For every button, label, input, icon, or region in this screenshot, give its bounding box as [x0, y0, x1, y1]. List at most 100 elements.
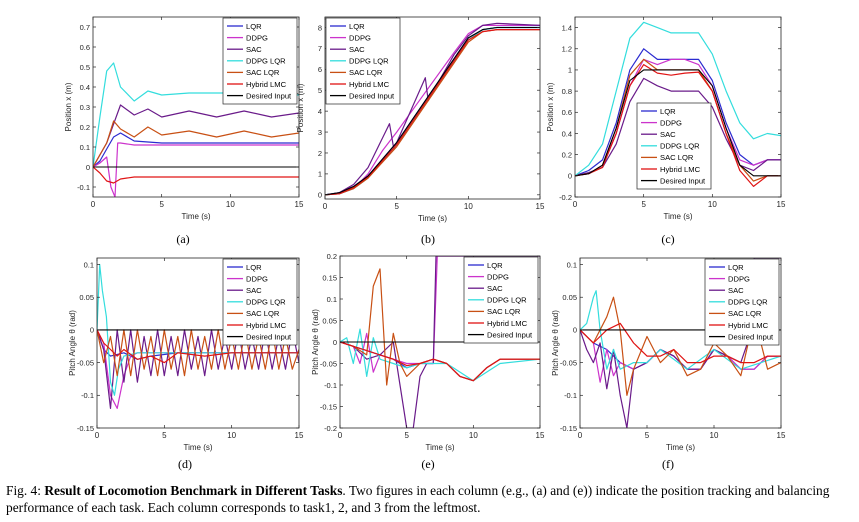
y-tick-label: -0.05 — [560, 358, 577, 367]
figure-canvas: 0 5 10 15 -0.1 0 0.1 0.2 0.3 0.4 0.5 0.6 0.7 Time (s)… — [64, 16, 786, 471]
legend: LQR DDPG SAC DDPG LQR SAC LQR Hybrid LMC Desir… — [222, 17, 298, 105]
series-line-sac — [93, 104, 299, 168]
series-group — [93, 62, 299, 197]
y-tick-label: 0 — [573, 326, 577, 335]
series-line-sac-lqr — [93, 120, 299, 168]
series-line-sac — [575, 77, 781, 177]
series-line-ddpg-lqr — [97, 263, 299, 396]
legend-entry: Desired Input — [246, 332, 292, 341]
y-tick-label: 0.7 — [80, 23, 90, 32]
x-tick-label: 10 — [227, 431, 236, 440]
x-tick-label: 10 — [464, 202, 473, 211]
series-line-hybrid-lmc — [97, 329, 299, 364]
y-tick-label: -0.2 — [324, 424, 337, 433]
y-tick-label: 0.05 — [79, 293, 94, 302]
legend: LQR DDPG SAC DDPG LQR SAC LQR Hybrid LMC Desir… — [325, 17, 401, 105]
y-tick-label: 0.2 — [327, 252, 337, 261]
x-tick-label: 5 — [404, 431, 409, 440]
x-tick-label: 10 — [469, 431, 478, 440]
caption-title: Result of Locomotion Benchmark in Differ… — [44, 483, 343, 498]
y-tick-label: 0 — [90, 326, 94, 335]
legend-entry: Desired Input — [728, 332, 774, 341]
axes-frame — [579, 257, 782, 429]
y-tick-label: 0 — [318, 191, 322, 200]
legend-entry: SAC — [660, 130, 676, 139]
y-tick-label: 0.4 — [562, 129, 572, 138]
series-line-hybrid-lmc — [575, 63, 781, 187]
y-axis-label: Position x (m) — [546, 82, 555, 131]
legend-entry: SAC — [728, 286, 744, 295]
legend-entry: SAC — [246, 45, 262, 54]
legend-entry: DDPG — [246, 274, 268, 283]
legend: LQR DDPG SAC DDPG LQR SAC LQR Hybrid LMC Desir… — [636, 102, 712, 190]
legend-entry: Hybrid LMC — [728, 321, 769, 330]
y-tick-label: 6 — [318, 65, 322, 74]
y-tick-label: 0 — [86, 163, 90, 172]
x-axis-label: Time (s) — [181, 212, 210, 221]
series-line-hybrid-lmc — [325, 29, 540, 196]
y-tick-label: 0.6 — [562, 108, 572, 117]
subfigure-label-b: (b) — [421, 232, 435, 246]
y-tick-label: 0 — [333, 338, 337, 347]
x-tick-label: 0 — [573, 200, 578, 209]
y-tick-label: -0.15 — [560, 424, 577, 433]
subfigure-label-c: (c) — [661, 232, 674, 246]
subfigure-label-e: (e) — [421, 457, 434, 471]
x-tick-label: 15 — [777, 431, 786, 440]
axes-frame — [324, 16, 541, 200]
legend-entry: DDPG — [349, 33, 371, 42]
x-tick-label: 10 — [710, 431, 719, 440]
x-tick-label: 0 — [95, 431, 100, 440]
series-line-ddpg-lqr — [580, 290, 781, 370]
x-tick-label: 5 — [159, 200, 164, 209]
series-line-hybrid-lmc — [580, 322, 781, 364]
series-group — [575, 21, 781, 187]
legend-entry: SAC LQR — [728, 309, 762, 318]
series-line-ddpg-lqr — [340, 328, 540, 382]
legend-entry: DDPG LQR — [246, 57, 286, 66]
y-tick-label: 1.2 — [562, 45, 572, 54]
legend-entry: DDPG — [246, 33, 268, 42]
legend-entry: SAC LQR — [246, 309, 280, 318]
x-axis-label: Time (s) — [183, 443, 212, 452]
y-tick-label: 7 — [318, 44, 322, 53]
y-tick-label: 0.3 — [80, 103, 90, 112]
y-tick-label: 0 — [568, 172, 572, 181]
legend-entry: LQR — [728, 263, 744, 272]
y-tick-label: 0.1 — [80, 143, 90, 152]
legend: LQR DDPG SAC DDPG LQR SAC LQR Hybrid LMC Desir… — [704, 258, 780, 346]
y-tick-label: 0.2 — [562, 150, 572, 159]
x-tick-label: 0 — [578, 431, 583, 440]
x-tick-label: 15 — [536, 431, 545, 440]
y-tick-label: -0.15 — [320, 402, 337, 411]
y-tick-label: 0.15 — [322, 273, 337, 282]
y-axis-label: Pitch Angle θ (rad) — [311, 309, 320, 375]
chart-panel-d: 0 5 10 15 -0.15 -0.1 -0.05 0 0.05 0.1 Time (s) Pitc… — [68, 257, 304, 471]
y-tick-label: 5 — [318, 86, 322, 95]
chart-panel-f: 0 5 10 15 -0.15 -0.1 -0.05 0 0.05 0.1 Time (s) Pitc… — [551, 257, 786, 471]
legend-entry: LQR — [349, 22, 365, 31]
subfigure-label-f: (f) — [662, 457, 674, 471]
x-tick-label: 15 — [536, 202, 545, 211]
x-axis-label: Time (s) — [666, 443, 695, 452]
y-tick-label: 0.1 — [567, 260, 577, 269]
y-tick-label: 4 — [318, 107, 322, 116]
y-tick-label: -0.05 — [77, 358, 94, 367]
y-tick-label: 2 — [318, 149, 322, 158]
legend-box — [636, 102, 712, 190]
y-tick-label: -0.15 — [77, 424, 94, 433]
legend-entry: DDPG LQR — [349, 57, 389, 66]
x-tick-label: 0 — [338, 431, 343, 440]
y-tick-label: 0.5 — [80, 63, 90, 72]
legend-entry: DDPG — [487, 272, 509, 281]
axes-frame — [96, 257, 300, 429]
legend-entry: DDPG — [728, 274, 750, 283]
y-tick-label: 0.6 — [80, 43, 90, 52]
x-tick-label: 5 — [645, 431, 650, 440]
legend-entry: LQR — [246, 22, 262, 31]
legend-entry: SAC LQR — [660, 153, 694, 162]
legend-entry: SAC — [487, 284, 503, 293]
y-tick-label: -0.1 — [324, 381, 337, 390]
